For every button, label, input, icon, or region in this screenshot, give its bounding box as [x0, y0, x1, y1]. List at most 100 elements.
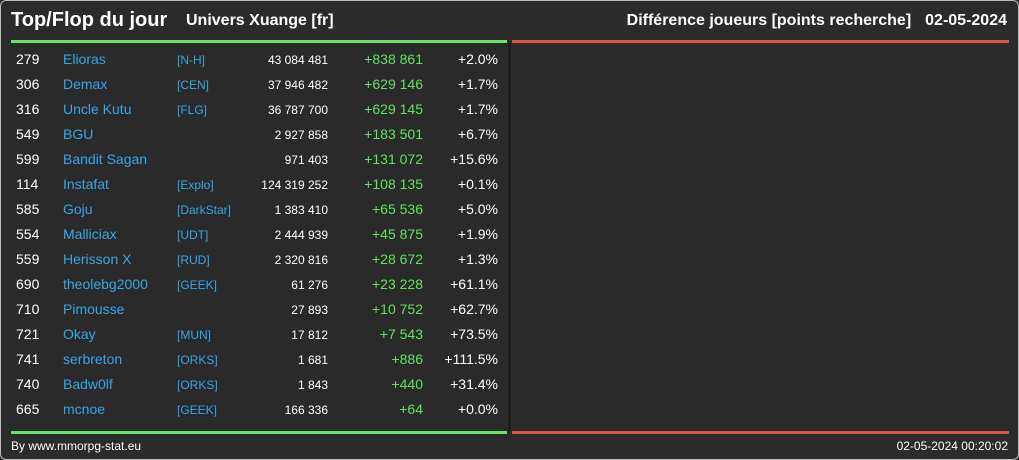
- footer-credit[interactable]: By www.mmorpg-stat.eu: [11, 439, 142, 453]
- player-name-link[interactable]: Instafat: [63, 176, 109, 192]
- alliance-tag-link[interactable]: [N-H]: [177, 53, 205, 67]
- top-panel-accent-top: [11, 40, 507, 43]
- alliance-tag-link[interactable]: [GEEK]: [177, 403, 218, 417]
- points-difference: +629 146: [364, 76, 423, 92]
- player-rank: 721: [16, 326, 40, 342]
- footer-timestamp: 02-05-2024 00:20:02: [896, 439, 1008, 453]
- alliance-tag-link[interactable]: [RUD]: [177, 253, 210, 267]
- header-right: Différence joueurs [points recherche] 02-…: [627, 12, 1007, 30]
- player-name-link[interactable]: Elioras: [63, 51, 106, 67]
- table-row: 114 Instafat [Explo] 124 319 252 +108 135 +0.…: [11, 172, 507, 197]
- player-name-link[interactable]: Badw0lf: [63, 376, 113, 392]
- player-name-link[interactable]: BGU: [63, 126, 94, 142]
- player-name-link[interactable]: Pimousse: [63, 301, 125, 317]
- alliance-tag-link[interactable]: [ORKS]: [177, 378, 218, 392]
- points-difference: +23 228: [372, 276, 423, 292]
- table-row: 279 Elioras [N-H] 43 084 481 +838 861 +2.0%: [11, 47, 507, 72]
- player-points: 17 812: [291, 328, 328, 342]
- percent-change: +0.1%: [457, 176, 498, 192]
- player-points: 27 893: [291, 303, 328, 317]
- alliance-tag-link[interactable]: [ORKS]: [177, 353, 218, 367]
- points-difference: +10 752: [372, 301, 423, 317]
- points-difference: +108 135: [364, 176, 423, 192]
- percent-change: +15.6%: [450, 151, 498, 167]
- table-row: 316 Uncle Kutu [FLG] 36 787 700 +629 145 +1.7…: [11, 97, 507, 122]
- player-name-link[interactable]: Herisson X: [63, 251, 132, 267]
- player-rank: 741: [16, 351, 40, 367]
- points-difference: +629 145: [364, 101, 423, 117]
- percent-change: +0.0%: [457, 401, 498, 417]
- table-row: 740 Badw0lf [ORKS] 1 843 +440 +31.4%: [11, 372, 507, 397]
- percent-change: +111.5%: [444, 351, 498, 367]
- points-difference: +131 072: [364, 151, 423, 167]
- percent-change: +1.3%: [457, 251, 498, 267]
- player-rank: 665: [16, 401, 40, 417]
- player-name-link[interactable]: Demax: [63, 76, 108, 92]
- subtitle: Différence joueurs [points recherche]: [626, 12, 912, 29]
- player-points: 36 787 700: [267, 103, 328, 117]
- table-row: 306 Demax [CEN] 37 946 482 +629 146 +1.7%: [11, 72, 507, 97]
- header-date: 02-05-2024: [925, 12, 1007, 29]
- player-points: 2 320 816: [274, 253, 328, 267]
- player-points: 1 383 410: [274, 203, 328, 217]
- points-difference: +65 536: [372, 201, 423, 217]
- player-rank: 306: [16, 76, 40, 92]
- player-rank: 549: [16, 126, 40, 142]
- percent-change: +1.7%: [457, 101, 498, 117]
- points-difference: +7 543: [379, 326, 423, 342]
- percent-change: +1.7%: [457, 76, 498, 92]
- player-points: 971 403: [284, 153, 328, 167]
- percent-change: +73.5%: [450, 326, 498, 342]
- player-name-link[interactable]: mcnoe: [63, 401, 106, 417]
- panel-divider: [508, 43, 511, 431]
- table-row: 721 Okay [MUN] 17 812 +7 543 +73.5%: [11, 322, 507, 347]
- player-points: 166 336: [284, 403, 328, 417]
- player-name-link[interactable]: Malliciax: [63, 226, 117, 242]
- flop-panel: [512, 43, 1009, 431]
- table-row: 559 Herisson X [RUD] 2 320 816 +28 672 +1.3%: [11, 247, 507, 272]
- player-name-link[interactable]: Goju: [63, 201, 93, 217]
- table-row: 741 serbreton [ORKS] 1 681 +886 +111.5%: [11, 347, 507, 372]
- top-panel-accent-bottom: [11, 431, 507, 434]
- universe-label: Univers Xuange [fr]: [186, 12, 334, 29]
- player-points: 124 319 252: [261, 178, 328, 192]
- table-row: 585 Goju [DarkStar] 1 383 410 +65 536 +5.0%: [11, 197, 507, 222]
- player-points: 2 444 939: [274, 228, 328, 242]
- percent-change: +6.7%: [457, 126, 498, 142]
- alliance-tag-link[interactable]: [MUN]: [177, 328, 211, 342]
- alliance-tag-link[interactable]: [CEN]: [177, 78, 210, 92]
- alliance-tag-link[interactable]: [Explo]: [177, 178, 214, 192]
- percent-change: +61.1%: [450, 276, 498, 292]
- player-name-link[interactable]: serbreton: [63, 351, 123, 367]
- percent-change: +5.0%: [457, 201, 498, 217]
- player-name-link[interactable]: Uncle Kutu: [63, 101, 132, 117]
- player-rank: 599: [16, 151, 40, 167]
- points-difference: +838 861: [364, 51, 423, 67]
- player-points: 2 927 858: [274, 128, 328, 142]
- player-rank: 316: [16, 101, 40, 117]
- player-points: 61 276: [291, 278, 328, 292]
- table-row: 710 Pimousse 27 893 +10 752 +62.7%: [11, 297, 507, 322]
- alliance-tag-link[interactable]: [UDT]: [177, 228, 209, 242]
- table-row: 690 theolebg2000 [GEEK] 61 276 +23 228 +61.1%: [11, 272, 507, 297]
- alliance-tag-link[interactable]: [FLG]: [177, 103, 208, 117]
- points-difference: +45 875: [372, 226, 423, 242]
- percent-change: +31.4%: [450, 376, 498, 392]
- player-rank: 554: [16, 226, 40, 242]
- table-row: 549 BGU 2 927 858 +183 501 +6.7%: [11, 122, 507, 147]
- points-difference: +183 501: [364, 126, 423, 142]
- table-row: 665 mcnoe [GEEK] 166 336 +64 +0.0%: [11, 397, 507, 422]
- percent-change: +62.7%: [450, 301, 498, 317]
- alliance-tag-link[interactable]: [DarkStar]: [177, 203, 232, 217]
- player-name-link[interactable]: theolebg2000: [63, 276, 148, 292]
- player-name-link[interactable]: Bandit Sagan: [63, 151, 148, 167]
- player-rank: 710: [16, 301, 40, 317]
- player-rank: 114: [16, 176, 39, 192]
- player-points: 43 084 481: [267, 53, 328, 67]
- player-name-link[interactable]: Okay: [63, 326, 96, 342]
- points-difference: +440: [391, 376, 423, 392]
- player-points: 1 843: [297, 378, 328, 392]
- points-difference: +64: [399, 401, 423, 417]
- alliance-tag-link[interactable]: [GEEK]: [177, 278, 218, 292]
- points-difference: +28 672: [372, 251, 423, 267]
